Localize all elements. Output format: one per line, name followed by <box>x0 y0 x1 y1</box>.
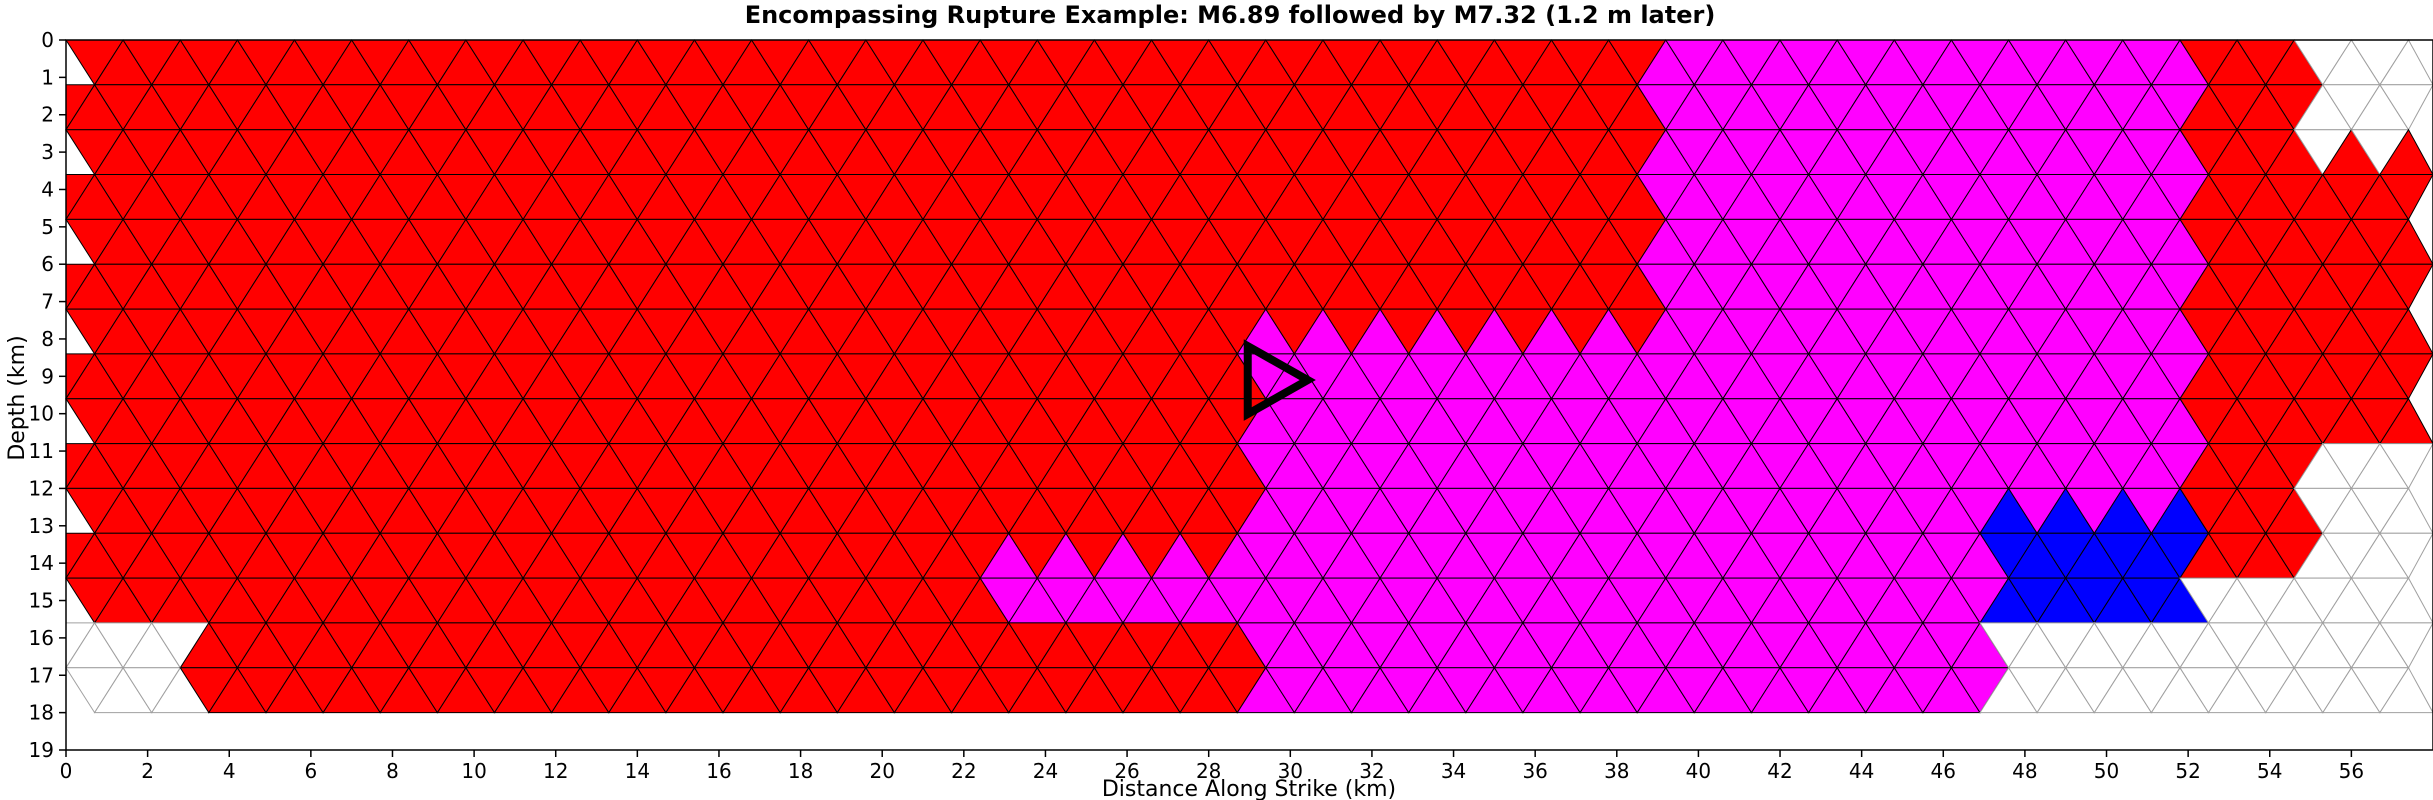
y-tick-label: 4 <box>41 177 54 201</box>
x-tick-label: 8 <box>386 759 399 783</box>
chart-title: Encompassing Rupture Example: M6.89 foll… <box>745 1 1716 29</box>
x-tick-label: 26 <box>1114 759 1139 783</box>
mesh-element-first-event-only <box>2378 174 2433 221</box>
y-tick-label: 2 <box>41 103 54 127</box>
mesh-element-not-ruptured <box>2378 443 2433 490</box>
x-tick-label: 54 <box>2257 759 2282 783</box>
x-tick-label: 12 <box>543 759 568 783</box>
x-tick-label: 46 <box>1931 759 1956 783</box>
x-tick-label: 42 <box>1767 759 1792 783</box>
x-tick-label: 32 <box>1359 759 1384 783</box>
x-tick-label: 4 <box>223 759 236 783</box>
x-tick-label: 6 <box>304 759 317 783</box>
x-tick-label: 20 <box>869 759 894 783</box>
y-tick-label: 12 <box>29 476 54 500</box>
x-tick-label: 18 <box>788 759 813 783</box>
x-tick-label: 24 <box>1033 759 1058 783</box>
x-tick-label: 28 <box>1196 759 1221 783</box>
x-tick-label: 56 <box>2339 759 2364 783</box>
y-tick-label: 0 <box>41 28 54 52</box>
y-tick-label: 13 <box>29 514 54 538</box>
y-tick-label: 6 <box>41 252 54 276</box>
mesh-element-not-ruptured <box>2378 532 2433 580</box>
x-tick-label: 52 <box>2175 759 2200 783</box>
x-axis-label: Distance Along Strike (km) <box>1102 777 1396 800</box>
x-tick-label: 34 <box>1441 759 1466 783</box>
y-tick-label: 16 <box>29 626 54 650</box>
plot-frame <box>65 39 2433 751</box>
mesh-element-not-ruptured <box>2378 84 2433 131</box>
y-tick-label: 8 <box>41 327 54 351</box>
mesh-element-first-event-only <box>2378 353 2433 400</box>
y-tick-label: 19 <box>29 738 54 762</box>
y-axis-label: Depth (km) <box>5 335 30 460</box>
y-tick-label: 9 <box>41 364 54 388</box>
marker-layer <box>1243 339 1316 421</box>
y-tick-label: 14 <box>29 551 54 575</box>
x-tick-label: 48 <box>2012 759 2037 783</box>
fault-mesh <box>65 39 2433 714</box>
x-tick-label: 40 <box>1686 759 1711 783</box>
y-tick-label: 10 <box>29 402 54 426</box>
y-tick-label: 17 <box>29 663 54 687</box>
x-tick-label: 36 <box>1522 759 1547 783</box>
x-tick-label: 50 <box>2094 759 2119 783</box>
x-tick-label: 10 <box>461 759 486 783</box>
y-tick-label: 3 <box>41 140 54 164</box>
y-tick-label: 15 <box>29 589 54 613</box>
mesh-element-first-event-only <box>2378 263 2433 311</box>
hypocenter-marker <box>1243 339 1316 421</box>
x-tick-label: 30 <box>1278 759 1303 783</box>
x-tick-label: 38 <box>1604 759 1629 783</box>
y-tick-label: 1 <box>41 65 54 89</box>
x-tick-label: 16 <box>706 759 731 783</box>
x-axis: 0 2 4 6 8 10 12 14 16 18 20 22 24 26 28 30 32 34 36 38 40 42 4… <box>60 750 2364 783</box>
x-tick-label: 0 <box>60 759 73 783</box>
x-tick-label: 2 <box>141 759 154 783</box>
x-tick-label: 14 <box>625 759 650 783</box>
x-tick-label: 44 <box>1849 759 1874 783</box>
mesh-element-not-ruptured <box>2378 666 2433 714</box>
mesh-element-not-ruptured <box>2378 622 2433 669</box>
y-tick-label: 11 <box>29 439 54 463</box>
y-tick-label: 18 <box>29 701 54 725</box>
y-tick-label: 5 <box>41 215 54 239</box>
y-tick-label: 7 <box>41 290 54 314</box>
x-tick-label: 22 <box>951 759 976 783</box>
